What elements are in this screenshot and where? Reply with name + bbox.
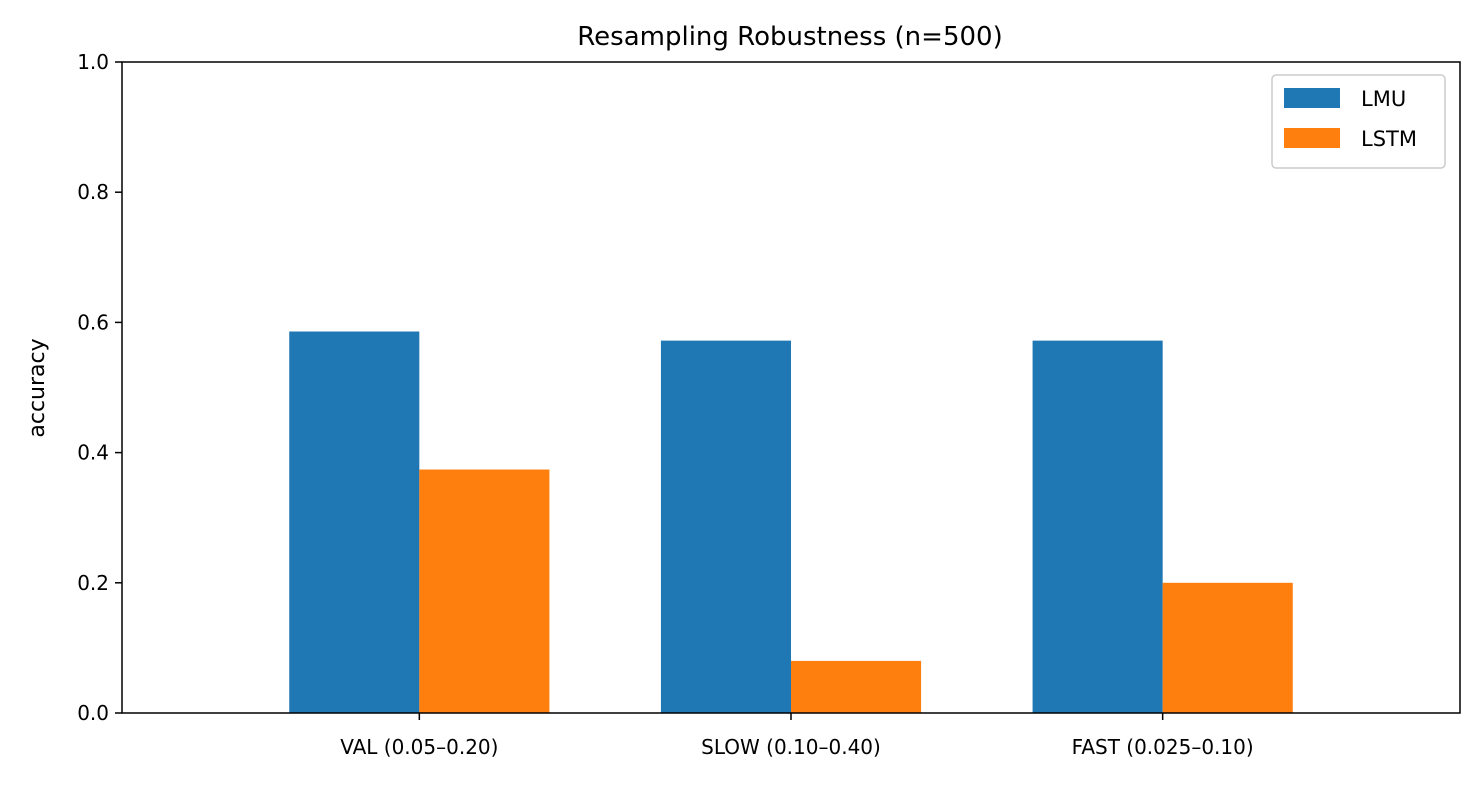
bar-lstm-2 [1162, 582, 1293, 713]
bar-lmu-1 [660, 340, 791, 713]
y-tick-label: 0.2 [77, 571, 109, 595]
plot-frame [121, 61, 1461, 714]
x-tick-label: VAL (0.05–0.20) [340, 735, 498, 759]
legend-label-lmu: LMU [1361, 87, 1406, 111]
bar-lmu-2 [1032, 340, 1163, 713]
legend: LMU LSTM [1271, 74, 1446, 169]
legend-label-lstm: LSTM [1361, 127, 1417, 151]
x-tick-label: FAST (0.025–0.10) [1072, 735, 1254, 759]
legend-swatch-lstm [1284, 128, 1340, 148]
y-tick-label: 0.6 [77, 310, 109, 334]
y-tick-label: 1.0 [77, 50, 109, 74]
bar-lstm-1 [791, 660, 922, 713]
bars-group [289, 331, 1293, 713]
bar-lstm-0 [419, 469, 550, 713]
y-tick-label: 0.8 [77, 180, 109, 204]
y-ticks-group: 0.0 0.2 0.4 0.6 0.8 1.0 [77, 50, 122, 725]
x-ticks-group: VAL (0.05–0.20) SLOW (0.10–0.40) FAST (0.0… [340, 713, 1254, 759]
legend-swatch-lmu [1284, 88, 1340, 108]
x-tick-label: SLOW (0.10–0.40) [701, 735, 881, 759]
y-axis-label: accuracy [25, 338, 50, 437]
y-tick-label: 0.0 [77, 701, 109, 725]
chart-title: Resampling Robustness (n=500) [577, 22, 1002, 52]
y-tick-label: 0.4 [77, 441, 109, 465]
bar-lmu-0 [289, 331, 420, 713]
